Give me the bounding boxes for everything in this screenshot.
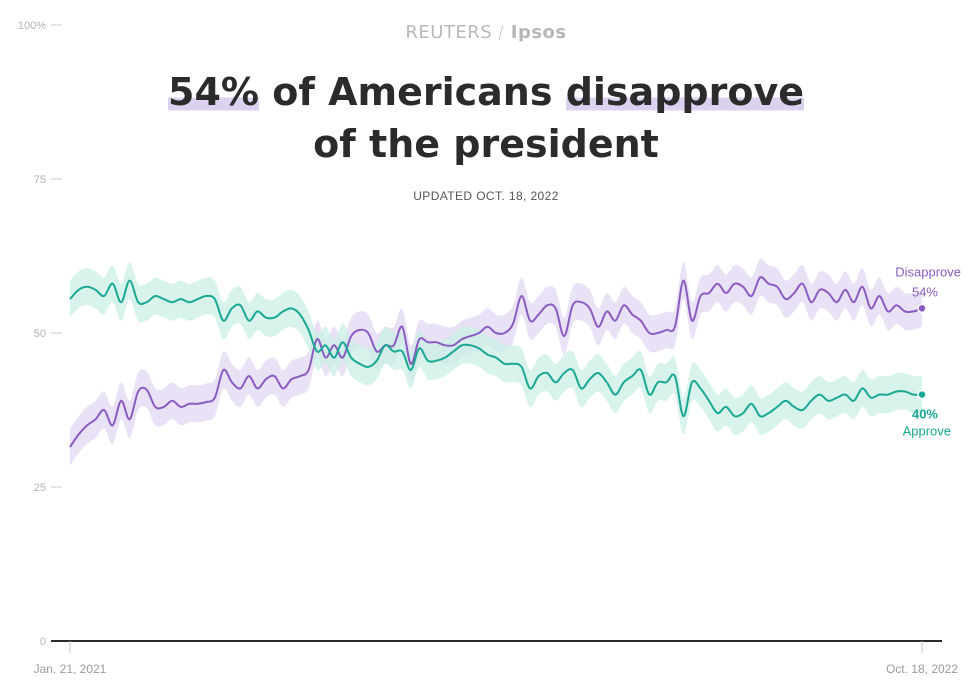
approve-band: [70, 262, 922, 436]
y-gridlines: 0 25 50 75 100%: [18, 20, 62, 648]
title-middle: of Americans: [258, 70, 566, 114]
brand-ipsos: Ipsos: [510, 22, 567, 43]
approve-end-value: 40%: [912, 407, 938, 422]
disapprove-end-value: 54%: [912, 284, 938, 299]
updated-date: UPDATED OCT. 18, 2022: [413, 189, 559, 203]
series-lines: [69, 276, 923, 448]
approve-end-dot: [917, 389, 927, 400]
title-highlight-percent: 54%: [168, 70, 259, 114]
title-highlight-disapprove: disapprove: [565, 70, 804, 114]
x-ticks: Jan. 21, 2021 Oct. 18, 2022: [34, 641, 958, 676]
brand-reuters: REUTERS: [405, 22, 493, 43]
y-tick-label: 50: [34, 328, 46, 340]
end-markers: Disapprove 54% 40% Approve: [895, 264, 961, 438]
x-tick-label-start: Jan. 21, 2021: [34, 662, 107, 676]
y-tick-label: 25: [34, 482, 46, 494]
confidence-bands: [70, 258, 922, 466]
disapprove-line: [69, 276, 923, 448]
disapprove-band: [70, 258, 922, 466]
y-tick-label: 0: [40, 636, 46, 648]
chart-title: 54% of Americans disapprove of the presi…: [0, 66, 972, 170]
y-tick-label: 100%: [18, 20, 46, 32]
disapprove-end-label: Disapprove: [895, 264, 961, 279]
approve-end-label: Approve: [903, 424, 951, 439]
brand-logo: REUTERS / Ipsos: [0, 22, 972, 43]
brand-separator: /: [498, 22, 505, 43]
x-tick-label-end: Oct. 18, 2022: [886, 662, 958, 676]
approve-line: [69, 279, 923, 418]
y-tick-label: 75: [34, 174, 46, 186]
disapprove-end-dot: [917, 303, 927, 314]
title-line2: of the president: [313, 122, 659, 166]
